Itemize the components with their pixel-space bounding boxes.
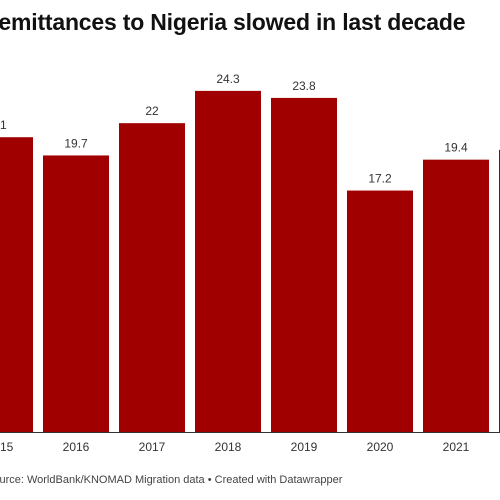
value-label-2020: 17.2 [368, 172, 392, 186]
bar-2020 [347, 190, 413, 432]
bar-2019 [271, 97, 337, 432]
x-tick-2016: 2016 [63, 440, 90, 454]
x-tick-2017: 2017 [139, 440, 166, 454]
value-label-2018: 24.3 [216, 72, 240, 86]
value-label-2015: 21 [0, 118, 7, 132]
source-note: Source: WorldBank/KNOMAD Migration data … [0, 474, 343, 486]
x-tick-2019: 2019 [291, 440, 318, 454]
x-tick-2020: 2020 [367, 440, 394, 454]
x-tick-2021: 2021 [443, 440, 470, 454]
x-tick-2015: 2015 [0, 440, 14, 454]
value-label-2019: 23.8 [292, 79, 316, 93]
value-label-2016: 19.7 [64, 136, 88, 150]
bar-2021 [423, 159, 489, 433]
bar-2015 [0, 137, 33, 432]
x-tick-2018: 2018 [215, 440, 242, 454]
chart-title: Remittances to Nigeria slowed in last de… [0, 9, 466, 35]
bar-2016 [43, 155, 109, 432]
bar-2017 [119, 123, 185, 433]
value-label-2017: 22 [145, 104, 159, 118]
value-label-2021: 19.4 [444, 141, 468, 155]
bar-2018 [195, 90, 261, 432]
